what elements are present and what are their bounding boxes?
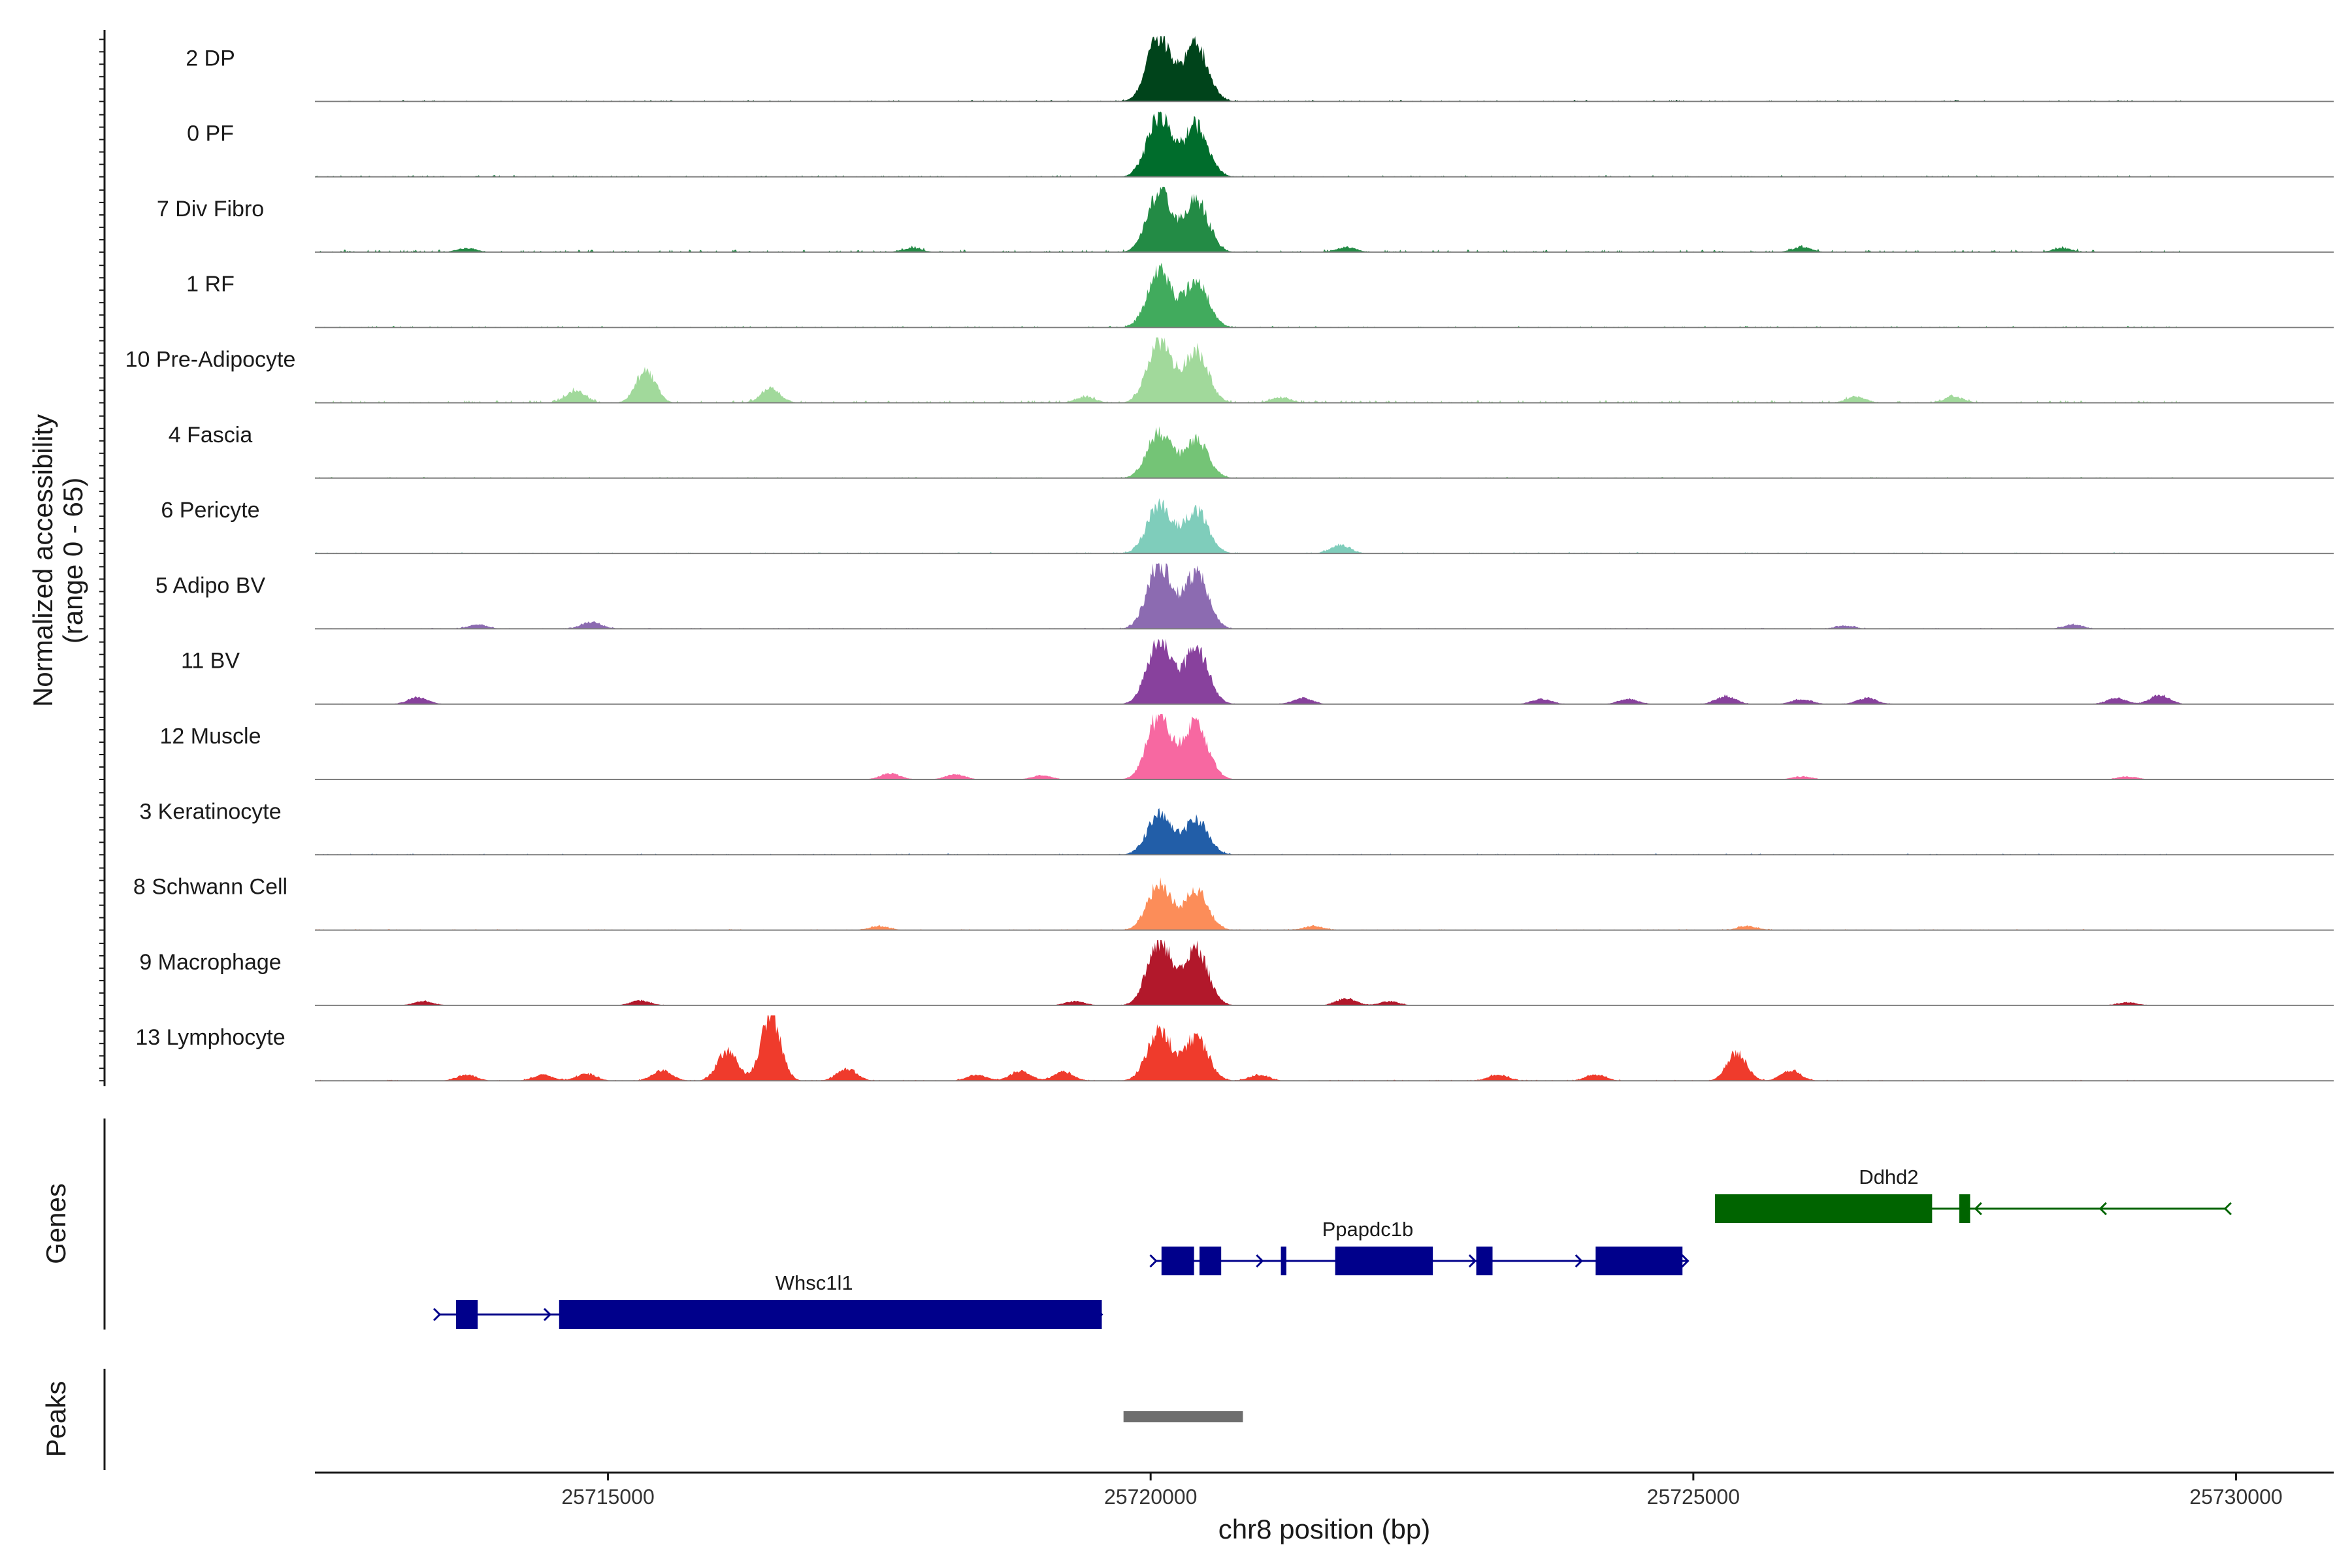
gene-exon xyxy=(1476,1247,1493,1275)
gene-name-label: Ppapdc1b xyxy=(1322,1218,1414,1241)
strand-arrow-icon xyxy=(1575,1254,1583,1268)
strand-arrow-icon xyxy=(543,1307,552,1322)
track-label: 11 BV xyxy=(181,649,240,674)
track-5-adipo-bv: 5 Adipo BV xyxy=(155,563,2334,630)
track-label: 2 DP xyxy=(186,46,235,71)
gene-ppapdc1b: Ppapdc1b xyxy=(1149,1218,1690,1275)
track-label: 1 RF xyxy=(186,272,235,297)
peaks-panel xyxy=(1123,1411,1243,1422)
y-axis xyxy=(99,30,106,1086)
track-label: 9 Macrophage xyxy=(139,950,281,975)
y-axis-range-note: (range 0 - 65) xyxy=(57,478,88,644)
gene-exon xyxy=(1715,1194,1933,1223)
x-axis-title: chr8 position (bp) xyxy=(1218,1514,1431,1544)
x-tick-label: 25725000 xyxy=(1647,1485,1740,1509)
strand-arrow-icon xyxy=(1149,1254,1158,1268)
track-12-muscle: 12 Muscle xyxy=(160,714,2334,780)
gene-exon xyxy=(1281,1247,1286,1275)
gene-exon xyxy=(1161,1247,1194,1275)
gene-name-label: Whsc1l1 xyxy=(776,1271,853,1294)
track-10-pre-adipocyte: 10 Pre-Adipocyte xyxy=(125,337,2334,404)
track-2-dp: 2 DP xyxy=(186,36,2334,103)
gene-exon xyxy=(559,1300,1102,1329)
track-13-lymphocyte: 13 Lymphocyte xyxy=(135,1015,2334,1082)
gene-exon xyxy=(1959,1194,1970,1223)
gene-exon xyxy=(455,1300,478,1329)
peak-region xyxy=(1123,1411,1243,1422)
strand-arrow-icon xyxy=(1256,1254,1264,1268)
strand-arrow-icon xyxy=(2223,1201,2232,1216)
track-label: 7 Div Fibro xyxy=(157,197,264,221)
track-label: 13 Lymphocyte xyxy=(135,1025,285,1050)
track-8-schwann-cell: 8 Schwann Cell xyxy=(133,875,2334,931)
x-axis: 25715000 25720000 25725000 25730000 xyxy=(561,1473,2283,1509)
gene-exon xyxy=(1199,1247,1222,1275)
gene-exon xyxy=(1595,1247,1683,1275)
gene-name-label: Ddhd2 xyxy=(1859,1166,1918,1188)
gene-ddhd2: Ddhd2 xyxy=(1715,1166,2232,1223)
track-6-pericyte: 6 Pericyte xyxy=(161,498,2334,555)
track-label: 4 Fascia xyxy=(169,423,253,448)
strand-arrow-icon xyxy=(1974,1201,1982,1216)
track-9-macrophage: 9 Macrophage xyxy=(139,939,2334,1006)
track-11-bv: 11 BV xyxy=(181,638,2334,705)
x-tick-label: 25720000 xyxy=(1104,1485,1197,1509)
genes-panel: Whsc1l1 Ppapdc1b Ddhd2 xyxy=(433,1166,2232,1329)
track-label: 10 Pre-Adipocyte xyxy=(125,348,296,372)
accessibility-tracks: 2 DP 0 PF 7 Div Fibro 1 RF 10 Pre-Adipocyte 4… xyxy=(125,36,2334,1082)
y-axis-title: Normalized accessibility xyxy=(27,414,58,707)
track-signal-area xyxy=(315,1015,2182,1081)
track-label: 6 Pericyte xyxy=(161,498,259,523)
genes-panel-label: Genes xyxy=(41,1183,71,1264)
track-label: 3 Keratinocyte xyxy=(139,799,281,824)
track-0-pf: 0 PF xyxy=(187,111,2334,178)
strand-arrow-icon xyxy=(2099,1201,2107,1216)
track-1-rf: 1 RF xyxy=(186,263,2334,329)
track-label: 12 Muscle xyxy=(160,724,261,749)
x-tick-label: 25730000 xyxy=(2189,1485,2282,1509)
track-label: 8 Schwann Cell xyxy=(133,875,287,900)
x-tick-label: 25715000 xyxy=(561,1485,654,1509)
track-label: 5 Adipo BV xyxy=(155,573,266,598)
peaks-panel-label: Peaks xyxy=(41,1381,71,1458)
track-4-fascia: 4 Fascia xyxy=(169,423,2334,479)
strand-arrow-icon xyxy=(1468,1254,1477,1268)
gene-exon xyxy=(1335,1247,1433,1275)
track-7-div-fibro: 7 Div Fibro xyxy=(157,186,2334,253)
strand-arrow-icon xyxy=(433,1307,442,1322)
gene-whsc1l1: Whsc1l1 xyxy=(433,1271,1103,1329)
strand-arrow-icon xyxy=(1681,1254,1690,1268)
track-3-keratinocyte: 3 Keratinocyte xyxy=(139,799,2334,856)
track-label: 0 PF xyxy=(187,122,234,146)
